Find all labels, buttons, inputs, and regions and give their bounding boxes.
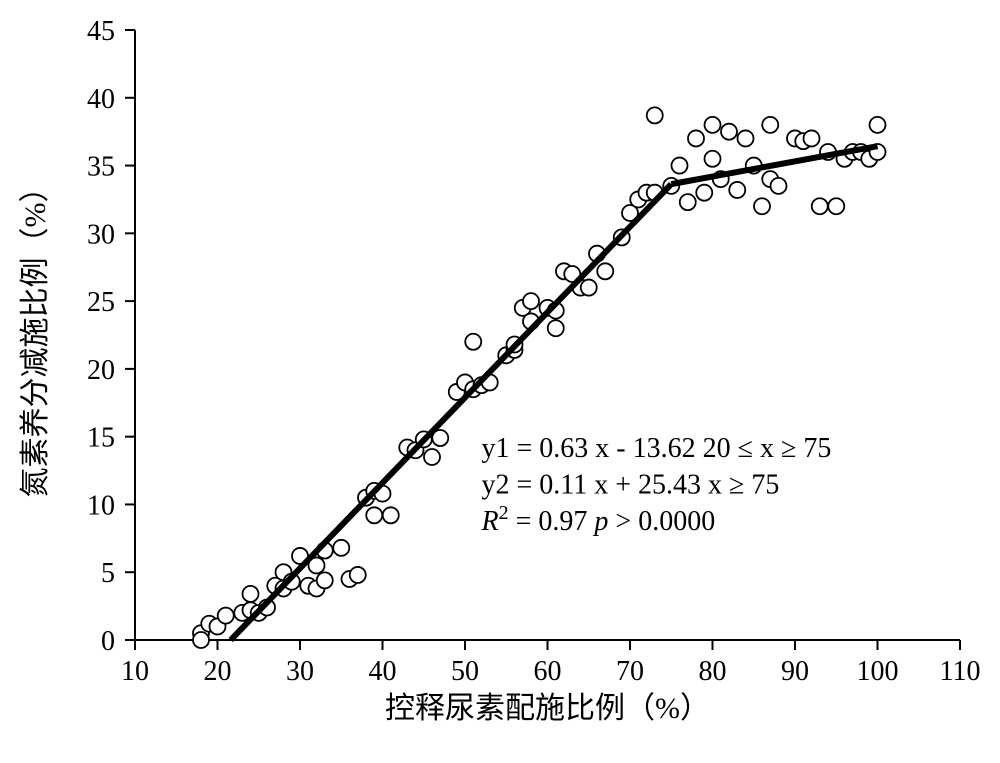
data-point — [804, 130, 820, 146]
x-tick-label: 30 — [286, 656, 314, 687]
data-point — [696, 185, 712, 201]
r-squared-text: R2 = 0.97 p > 0.0000 — [481, 502, 716, 537]
data-point — [218, 608, 234, 624]
data-point — [738, 130, 754, 146]
chart-bg — [0, 0, 1000, 763]
equation-text: y2 = 0.11 x + 25.43 x ≥ 75 — [482, 470, 780, 501]
x-tick-label: 50 — [451, 656, 479, 687]
y-tick-label: 40 — [87, 84, 115, 115]
x-tick-label: 90 — [781, 656, 809, 687]
data-point — [523, 293, 539, 309]
scatter-chart: 10 20 30 40 50 60 70 80 90 100 110 0 5 10 15 20 25 30 35 40… — [0, 0, 1000, 763]
x-tick-label: 100 — [857, 656, 899, 687]
y-tick-label: 10 — [87, 490, 115, 521]
x-tick-label: 60 — [534, 656, 562, 687]
data-point — [581, 280, 597, 296]
data-point — [828, 198, 844, 214]
data-point — [350, 567, 366, 583]
x-tick-label: 20 — [204, 656, 232, 687]
data-point — [424, 449, 440, 465]
data-point — [762, 117, 778, 133]
y-tick-label: 45 — [87, 16, 115, 47]
x-axis-label: 控释尿素配施比例（%） — [385, 692, 710, 725]
y-tick-label: 25 — [87, 287, 115, 318]
x-tick-label: 110 — [940, 656, 981, 687]
data-point — [771, 178, 787, 194]
y-tick-label: 35 — [87, 152, 115, 183]
data-point — [870, 117, 886, 133]
y-tick-label: 15 — [87, 423, 115, 454]
data-point — [680, 194, 696, 210]
x-tick-label: 40 — [369, 656, 397, 687]
data-point — [193, 632, 209, 648]
y-axis-label: 氮素养分减施比例（%） — [19, 173, 52, 498]
data-point — [705, 151, 721, 167]
y-tick-label: 20 — [87, 355, 115, 386]
x-tick-label: 70 — [616, 656, 644, 687]
data-point — [688, 130, 704, 146]
y-tick-label: 5 — [101, 558, 115, 589]
data-point — [317, 572, 333, 588]
data-point — [729, 182, 745, 198]
data-point — [333, 540, 349, 556]
x-tick-label: 80 — [699, 656, 727, 687]
data-point — [597, 263, 613, 279]
data-point — [243, 586, 259, 602]
data-point — [812, 198, 828, 214]
equation-text: y1 = 0.63 x - 13.62 20 ≤ x ≥ 75 — [482, 433, 832, 464]
data-point — [672, 158, 688, 174]
data-point — [548, 320, 564, 336]
y-tick-label: 0 — [101, 626, 115, 657]
x-tick-label: 10 — [121, 656, 149, 687]
data-point — [383, 507, 399, 523]
data-point — [754, 198, 770, 214]
data-point — [465, 334, 481, 350]
data-point — [721, 124, 737, 140]
data-point — [647, 107, 663, 123]
data-point — [366, 507, 382, 523]
y-tick-label: 30 — [87, 219, 115, 250]
data-point — [705, 117, 721, 133]
chart-svg: 10 20 30 40 50 60 70 80 90 100 110 0 5 10 15 20 25 30 35 40… — [0, 0, 1000, 763]
